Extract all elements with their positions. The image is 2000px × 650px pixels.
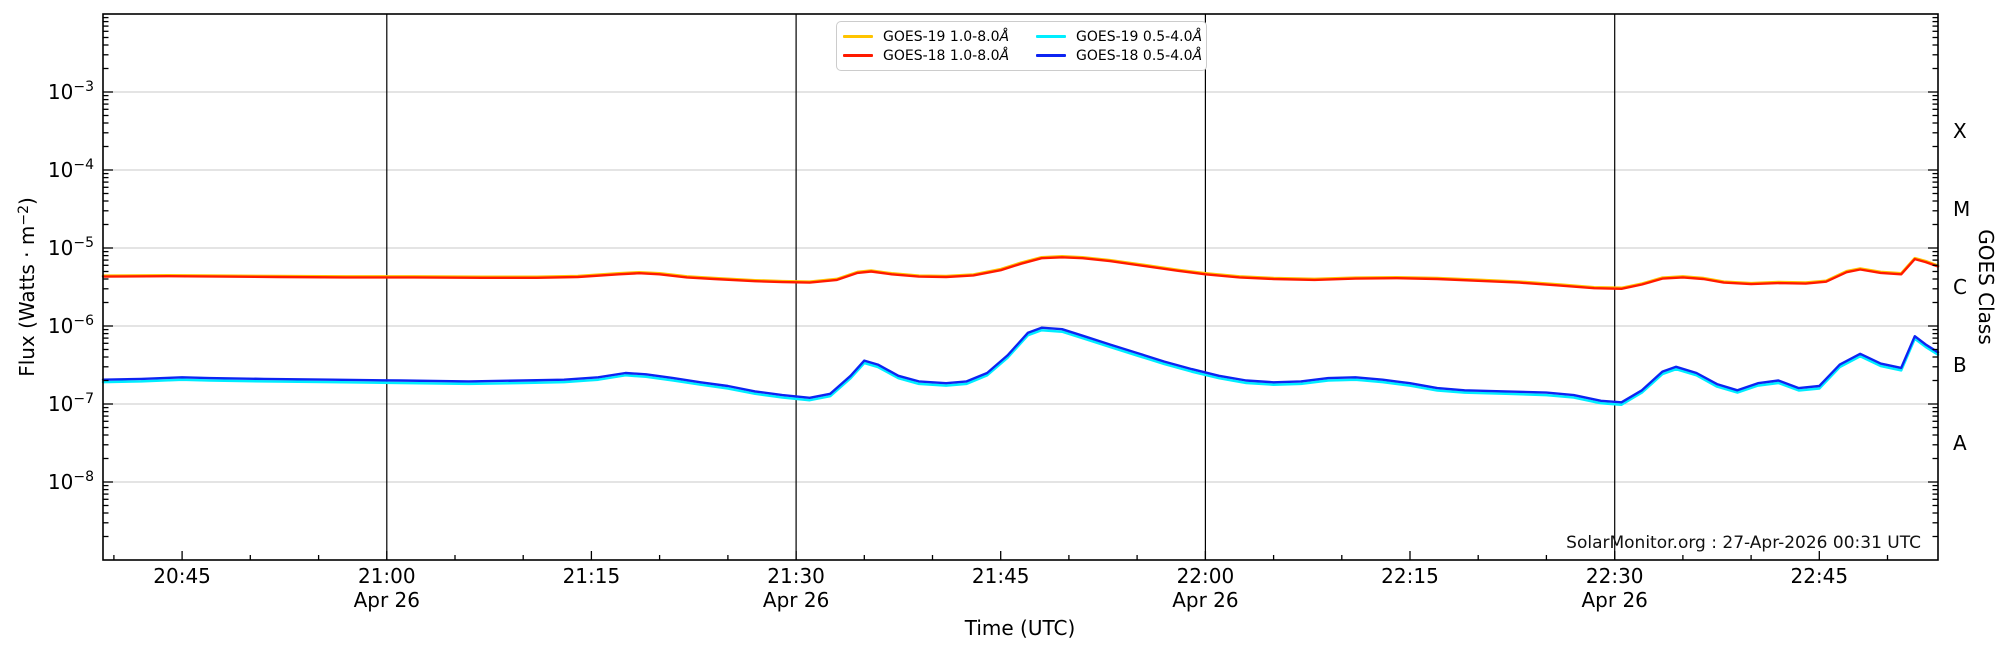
x-ticks [113, 551, 1889, 560]
series-goes-19-long [101, 255, 1940, 290]
goes-class-letters: X M C B A [1953, 119, 1970, 455]
y-tick-label: 10−8 [48, 469, 94, 494]
x-date-label: Apr 26 [354, 588, 420, 612]
legend-item-goes-18-long: GOES-18 1.0-8.0Å [843, 48, 1036, 64]
y-tick-label: 10−6 [48, 313, 94, 338]
x-tick-label: 22:45 [1790, 564, 1848, 588]
y-tick-label: 10−4 [48, 157, 94, 182]
y-tick-label: 10−3 [48, 79, 94, 104]
x-axis-title: Time (UTC) [964, 616, 1076, 640]
x-date-label: Apr 26 [763, 588, 829, 612]
x-tick-label: 21:30 [767, 564, 825, 588]
y-tick-labels: 10−3 10−4 10−5 10−6 10−7 10−8 [48, 79, 94, 494]
y-axis-title-exponent: −2 [16, 205, 32, 226]
legend-swatch-goes-18-long [843, 54, 873, 57]
y-axis-title-suffix: ) [15, 197, 39, 206]
legend-item-goes-18-short: GOES-18 0.5-4.0Å [1036, 48, 1202, 64]
legend-swatch-goes-18-short [1036, 54, 1066, 57]
x-tick-label: 21:15 [563, 564, 621, 588]
goes-class-letter-B: B [1953, 353, 1967, 377]
x-date-label: Apr 26 [1581, 588, 1647, 612]
right-axis-title: GOES Class [1974, 229, 1998, 345]
legend-swatch-goes-19-long [843, 35, 873, 38]
y-ticks [103, 16, 1938, 538]
y-tick-label: 10−7 [48, 391, 94, 416]
x-tick-label: 22:15 [1381, 564, 1439, 588]
legend-label-goes-18-long: GOES-18 1.0-8.0Å [883, 47, 1010, 64]
goes-class-letter-X: X [1953, 119, 1967, 143]
goes-class-letter-M: M [1953, 197, 1970, 221]
y-axis-title: Flux (Watts · m−2) [15, 197, 39, 377]
legend-item-goes-19-short: GOES-19 0.5-4.0Å [1036, 29, 1202, 45]
goes-class-letter-A: A [1953, 431, 1967, 455]
series-goes-18-short [101, 326, 1940, 404]
x-date-label: Apr 26 [1172, 588, 1238, 612]
legend: GOES-19 1.0-8.0Å GOES-18 1.0-8.0Å GOES-19 … [836, 21, 1207, 71]
plot-border [102, 13, 1939, 561]
y-tick-label: 10−5 [48, 235, 94, 260]
x-tick-label: 22:00 [1177, 564, 1235, 588]
gridlines [103, 91, 1938, 483]
legend-swatch-goes-19-short [1036, 35, 1066, 38]
legend-item-goes-19-long: GOES-19 1.0-8.0Å [843, 29, 1036, 45]
x-tick-label: 20:45 [153, 564, 211, 588]
legend-label-goes-19-long: GOES-19 1.0-8.0Å [883, 28, 1010, 45]
series-goes-19-short [101, 328, 1940, 406]
x-tick-label: 22:30 [1586, 564, 1644, 588]
solarmonitor-credit: SolarMonitor.org : 27-Apr-2026 00:31 UTC [1566, 533, 1921, 553]
date-lines [386, 14, 1616, 560]
x-tick-label: 21:45 [972, 564, 1030, 588]
legend-label-goes-18-short: GOES-18 0.5-4.0Å [1076, 47, 1203, 64]
legend-label-goes-19-short: GOES-19 0.5-4.0Å [1076, 28, 1203, 45]
y-axis-title-prefix: Flux (Watts · m [15, 225, 39, 377]
series-goes-18-long [101, 256, 1940, 290]
goes-class-letter-C: C [1953, 275, 1967, 299]
x-tick-label: 21:00 [358, 564, 416, 588]
